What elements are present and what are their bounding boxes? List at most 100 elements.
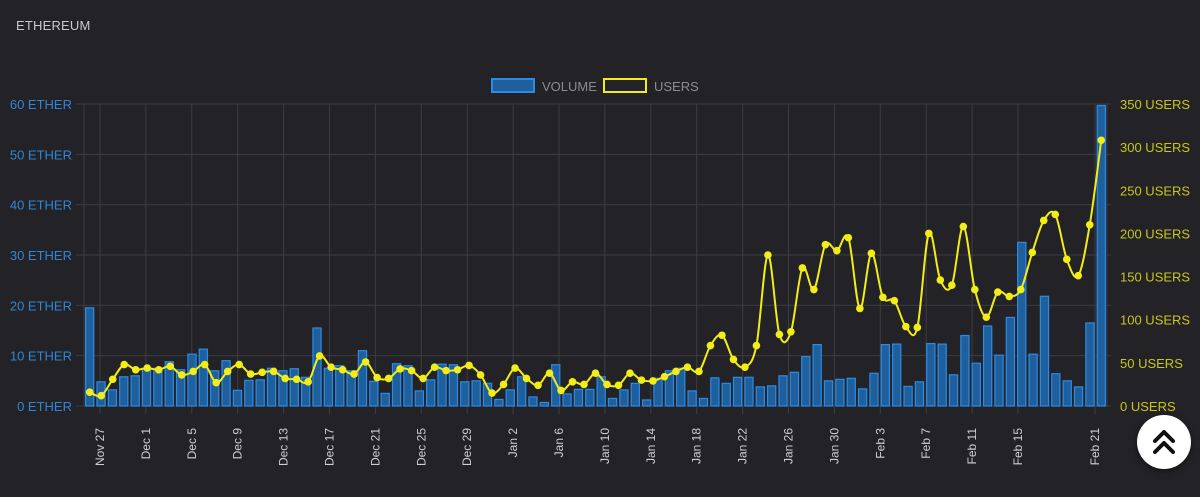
- x-tick-label: Jan 6: [552, 428, 566, 458]
- x-tick-label: Dec 29: [460, 428, 474, 466]
- volume-bar: [903, 385, 913, 407]
- volume-bar: [914, 381, 925, 407]
- users-point: [200, 360, 209, 369]
- y-left-tick-label: 30 ETHER: [10, 248, 72, 263]
- users-point: [338, 365, 347, 374]
- y-left-tick-label: 40 ETHER: [10, 198, 72, 213]
- users-point: [1028, 248, 1037, 257]
- users-point: [729, 355, 738, 364]
- volume-bar: [937, 343, 947, 407]
- users-point: [281, 374, 289, 383]
- volume-bar: [539, 401, 550, 407]
- volume-bar: [789, 371, 800, 407]
- volume-bar: [346, 370, 356, 407]
- users-point: [522, 374, 531, 383]
- volume-bar: [164, 361, 174, 407]
- users-point: [649, 377, 657, 385]
- volume-bar: [892, 343, 902, 407]
- users-point: [936, 276, 945, 284]
- volume-bar: [971, 362, 981, 407]
- volume-bar: [698, 397, 709, 407]
- x-tick-label: Dec 17: [323, 428, 337, 466]
- volume-bar: [300, 376, 311, 407]
- users-point: [890, 296, 899, 305]
- volume-bar: [551, 364, 561, 407]
- volume-bar: [562, 393, 572, 407]
- volume-bar: [1085, 322, 1095, 407]
- x-tick-label: Dec 21: [368, 428, 382, 466]
- users-point: [1097, 136, 1106, 145]
- users-point: [143, 364, 152, 372]
- users-point: [614, 381, 623, 390]
- users-point: [752, 341, 761, 350]
- users-point: [1074, 271, 1083, 280]
- x-tick-label: Feb 11: [965, 428, 979, 465]
- volume-bar: [210, 370, 220, 407]
- users-point: [1085, 221, 1094, 229]
- users-point: [637, 376, 646, 384]
- volume-bar: [266, 367, 277, 407]
- x-tick-label: Jan 22: [736, 428, 750, 464]
- users-point: [994, 288, 1002, 296]
- volume-bar: [664, 370, 675, 407]
- volume-bar: [1005, 316, 1016, 407]
- y-left-tick-label: 60 ETHER: [10, 97, 72, 112]
- volume-bar: [335, 365, 345, 407]
- users-point: [361, 358, 370, 366]
- volume-bar: [516, 376, 527, 407]
- users-point: [959, 222, 968, 231]
- volume-bar: [494, 398, 504, 407]
- x-tick-label: Feb 21: [1088, 428, 1102, 466]
- volume-bar: [460, 381, 470, 407]
- x-tick-label: Jan 18: [690, 428, 704, 464]
- users-point: [1016, 285, 1025, 294]
- users-point: [85, 388, 94, 396]
- volume-bar: [1073, 386, 1084, 407]
- volume-bar: [585, 388, 595, 407]
- x-tick-label: Feb 3: [873, 428, 887, 459]
- x-tick-label: Dec 5: [185, 428, 199, 460]
- users-point: [948, 281, 956, 290]
- users-point: [971, 285, 979, 294]
- users-point: [580, 380, 588, 389]
- y-right-tick-label: 100 USERS: [1120, 313, 1190, 328]
- legend-users-label: USERS: [654, 79, 699, 94]
- users-point: [373, 373, 381, 382]
- legend-volume-swatch: [491, 78, 535, 93]
- volume-bar: [448, 364, 459, 407]
- volume-bar: [619, 389, 629, 407]
- volume-bar: [437, 363, 447, 407]
- users-point: [982, 313, 991, 321]
- volume-bar: [982, 325, 993, 407]
- volume-bar: [812, 343, 822, 407]
- y-right-tick-label: 200 USERS: [1120, 226, 1190, 241]
- users-point: [292, 375, 301, 384]
- volume-bar: [926, 342, 936, 407]
- users-point: [154, 365, 163, 374]
- scroll-to-top-button[interactable]: [1137, 415, 1191, 469]
- volume-bar: [369, 380, 379, 407]
- volume-bar: [153, 367, 163, 407]
- volume-bar: [994, 354, 1004, 407]
- volume-bar: [1039, 295, 1050, 407]
- volume-bar: [653, 377, 663, 407]
- volume-bar: [607, 397, 618, 407]
- users-point: [764, 251, 772, 259]
- users-point: [867, 249, 876, 258]
- users-point: [223, 367, 232, 376]
- users-point: [672, 367, 680, 376]
- volume-bar: [778, 375, 788, 407]
- users-point: [856, 304, 864, 313]
- users-point: [591, 369, 600, 378]
- users-point: [787, 327, 795, 336]
- volume-bar: [198, 348, 209, 407]
- users-point: [442, 366, 450, 375]
- users-point: [925, 229, 933, 238]
- volume-bar: [505, 389, 515, 407]
- users-point: [131, 365, 140, 374]
- users-point: [465, 361, 473, 370]
- users-point: [97, 391, 106, 400]
- users-point: [246, 370, 255, 378]
- users-point: [177, 371, 186, 379]
